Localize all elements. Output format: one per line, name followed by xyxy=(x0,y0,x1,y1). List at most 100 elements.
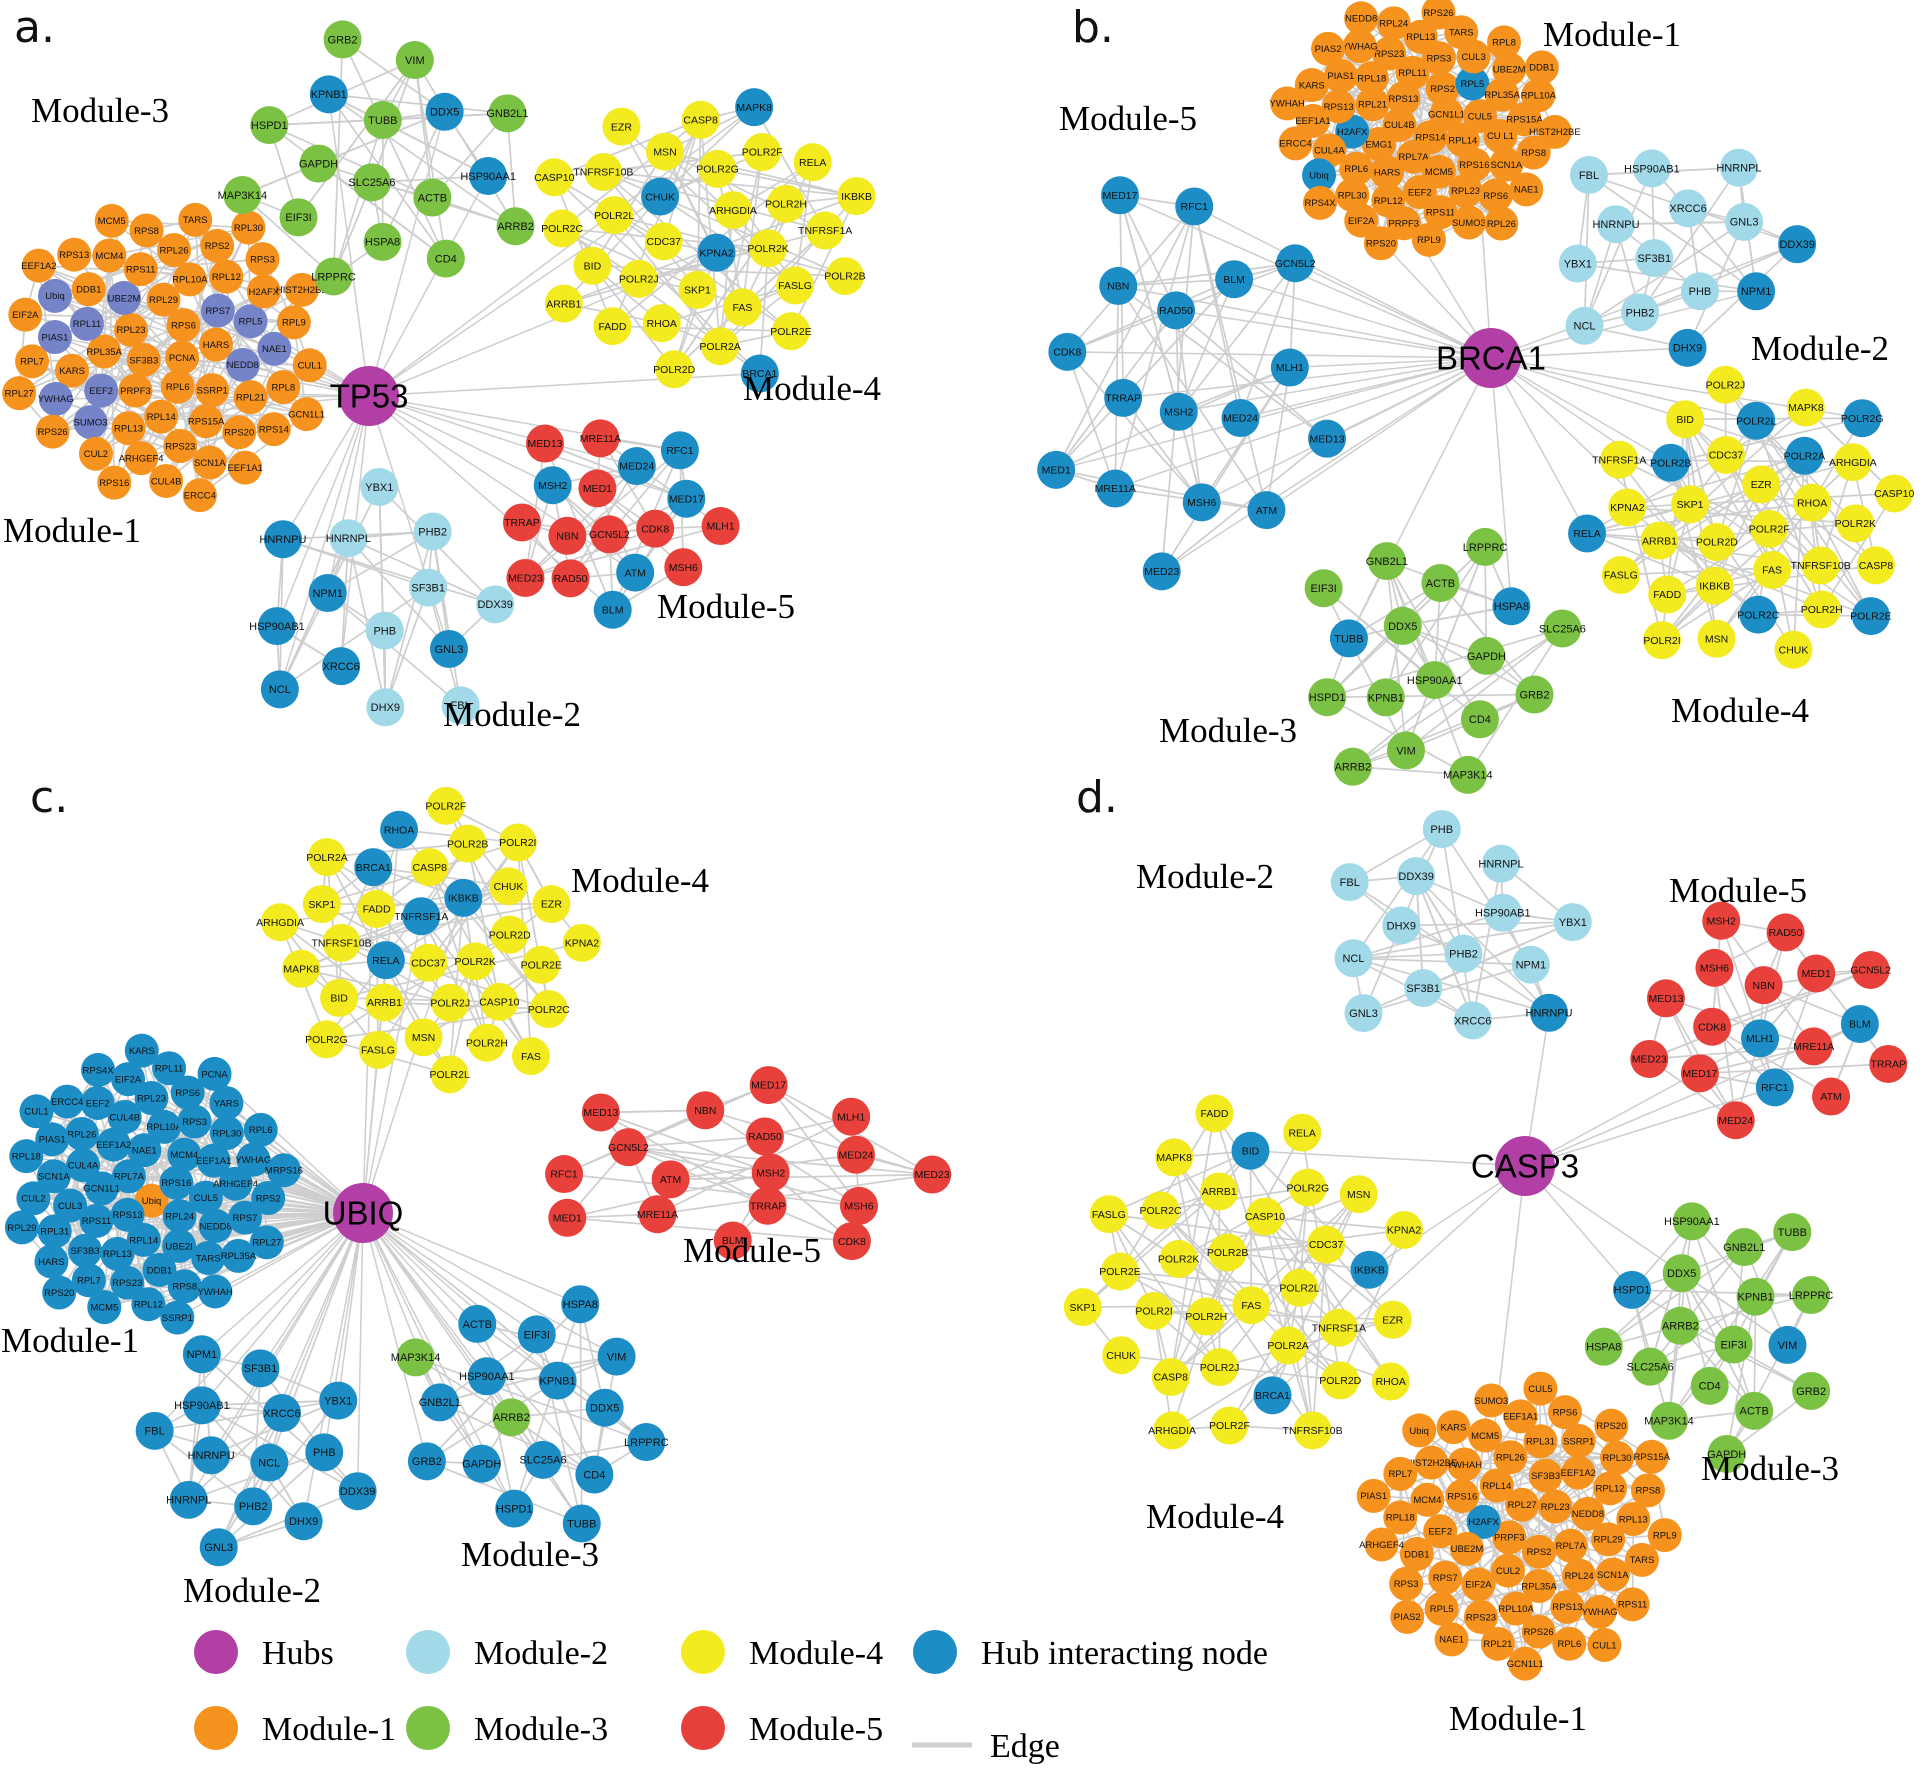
node-NPM1[interactable] xyxy=(1511,945,1550,984)
node-SKP1[interactable] xyxy=(1671,485,1710,524)
node-RPL31[interactable] xyxy=(1523,1424,1558,1459)
node-CDK8[interactable] xyxy=(1048,332,1087,371)
node-ARHGEF4[interactable] xyxy=(124,441,159,476)
node-RELA[interactable] xyxy=(1568,514,1607,553)
node-RPL35A[interactable] xyxy=(87,334,122,369)
node-NBN[interactable] xyxy=(1744,966,1783,1005)
node-RPL30[interactable] xyxy=(1335,177,1370,212)
node-CDK8[interactable] xyxy=(832,1222,871,1261)
node-RPS7[interactable] xyxy=(1428,1560,1463,1595)
node-FBL[interactable] xyxy=(441,686,480,725)
node-RPS3[interactable] xyxy=(1389,1566,1424,1601)
node-EIF3I[interactable] xyxy=(1304,569,1343,608)
node-SKP1[interactable] xyxy=(678,270,717,309)
node-BLM[interactable] xyxy=(713,1221,752,1260)
node-NBN[interactable] xyxy=(1099,266,1138,305)
node-RPL23[interactable] xyxy=(134,1081,169,1116)
hub-node-UBIQ[interactable] xyxy=(333,1183,393,1243)
node-PIAS2[interactable] xyxy=(1390,1599,1425,1634)
node-PIAS1[interactable] xyxy=(1323,58,1358,93)
node-MAPK8[interactable] xyxy=(1786,388,1825,427)
node-XRCC6[interactable] xyxy=(262,1394,301,1433)
node-RAD50[interactable] xyxy=(745,1117,784,1156)
node-IKBKB[interactable] xyxy=(444,878,483,917)
node-POLR2L[interactable] xyxy=(595,196,634,235)
node-RPS15A[interactable] xyxy=(189,404,224,439)
node-RPS2[interactable] xyxy=(1425,71,1460,106)
node-HSP90AB1[interactable] xyxy=(182,1386,221,1425)
node-RPS11[interactable] xyxy=(1423,195,1458,230)
node-FAS[interactable] xyxy=(1753,550,1792,589)
node-POLR2B[interactable] xyxy=(448,824,487,863)
node-MSH2[interactable] xyxy=(1702,901,1741,940)
node-RPL12[interactable] xyxy=(1593,1471,1628,1506)
node-FASLG[interactable] xyxy=(1601,555,1640,594)
node-SCN1A[interactable] xyxy=(192,445,227,480)
node-EEF2[interactable] xyxy=(84,373,119,408)
node-CHUK[interactable] xyxy=(1102,1336,1141,1375)
hub-node-CASP3[interactable] xyxy=(1495,1136,1555,1196)
node-RPL11[interactable] xyxy=(69,306,104,341)
node-RPS2[interactable] xyxy=(251,1181,286,1216)
node-HARS[interactable] xyxy=(1370,155,1405,190)
node-KPNA2[interactable] xyxy=(1608,488,1647,527)
node-CDC37[interactable] xyxy=(644,222,683,261)
node-POLR2C[interactable] xyxy=(543,209,582,248)
node-KPNA2[interactable] xyxy=(562,923,601,962)
node-YARS[interactable] xyxy=(209,1086,244,1121)
node-ARHGDIA[interactable] xyxy=(1153,1411,1192,1450)
node-RPL7A[interactable] xyxy=(1553,1528,1588,1563)
node-CDK8[interactable] xyxy=(636,509,675,548)
node-GNL3[interactable] xyxy=(429,629,468,668)
node-DHX9[interactable] xyxy=(366,688,405,727)
node-MED13[interactable] xyxy=(1646,979,1685,1018)
node-RFC1[interactable] xyxy=(1755,1068,1794,1107)
node-RPL18[interactable] xyxy=(1354,61,1389,96)
node-RELA[interactable] xyxy=(1283,1113,1322,1152)
node-POLR2A[interactable] xyxy=(1785,436,1824,475)
node-CUL4B[interactable] xyxy=(149,463,184,498)
node-GCN1L1[interactable] xyxy=(289,397,324,432)
node-XRCC6[interactable] xyxy=(1453,1001,1492,1040)
node-RFC1[interactable] xyxy=(545,1155,584,1194)
node-MRE11A[interactable] xyxy=(581,419,620,458)
node-FADD[interactable] xyxy=(357,889,396,928)
node-RPS23[interactable] xyxy=(163,428,198,463)
node-RPL11[interactable] xyxy=(1395,55,1430,90)
node-POLR2C[interactable] xyxy=(1739,595,1778,634)
node-NEDD8[interactable] xyxy=(225,347,260,382)
node-KPNB1[interactable] xyxy=(1366,678,1405,717)
node-TRRAP[interactable] xyxy=(1104,378,1143,417)
node-MRE11A[interactable] xyxy=(1096,469,1135,508)
node-MED17[interactable] xyxy=(667,479,706,518)
node-RHOA[interactable] xyxy=(1371,1362,1410,1401)
node-RPL35A[interactable] xyxy=(1485,77,1520,112)
node-RPL14[interactable] xyxy=(126,1222,161,1257)
node-SLC25A6[interactable] xyxy=(1631,1347,1670,1386)
node-POLR2K[interactable] xyxy=(749,229,788,268)
node-UBE2I[interactable] xyxy=(162,1228,197,1263)
node-POLR2D[interactable] xyxy=(490,915,529,954)
node-RPL9[interactable] xyxy=(1411,222,1446,257)
node-HSPD1[interactable] xyxy=(250,106,289,145)
node-RAD50[interactable] xyxy=(1157,291,1196,330)
node-RPS2[interactable] xyxy=(200,228,235,263)
node-YBX1[interactable] xyxy=(360,467,399,506)
node-SUMO3[interactable] xyxy=(1474,1383,1509,1418)
node-BRCA1[interactable] xyxy=(1253,1376,1292,1415)
node-RPS13[interactable] xyxy=(57,237,92,272)
node-RPL27[interactable] xyxy=(2,376,37,411)
node-GAPDH[interactable] xyxy=(462,1444,501,1483)
node-TUBB[interactable] xyxy=(562,1504,601,1543)
node-RFC1[interactable] xyxy=(660,431,699,470)
hub-node-TP53[interactable] xyxy=(339,366,399,426)
node-DDX39[interactable] xyxy=(1397,857,1436,896)
node-GCN1L1[interactable] xyxy=(1508,1646,1543,1681)
node-DDB1[interactable] xyxy=(1399,1536,1434,1571)
node-TUBB[interactable] xyxy=(1329,619,1368,658)
node-DDX5[interactable] xyxy=(425,92,464,131)
node-POLR2J[interactable] xyxy=(1706,365,1745,404)
node-NCL[interactable] xyxy=(260,670,299,709)
node-RPS23[interactable] xyxy=(1372,36,1407,71)
node-CHUK[interactable] xyxy=(1774,630,1813,669)
